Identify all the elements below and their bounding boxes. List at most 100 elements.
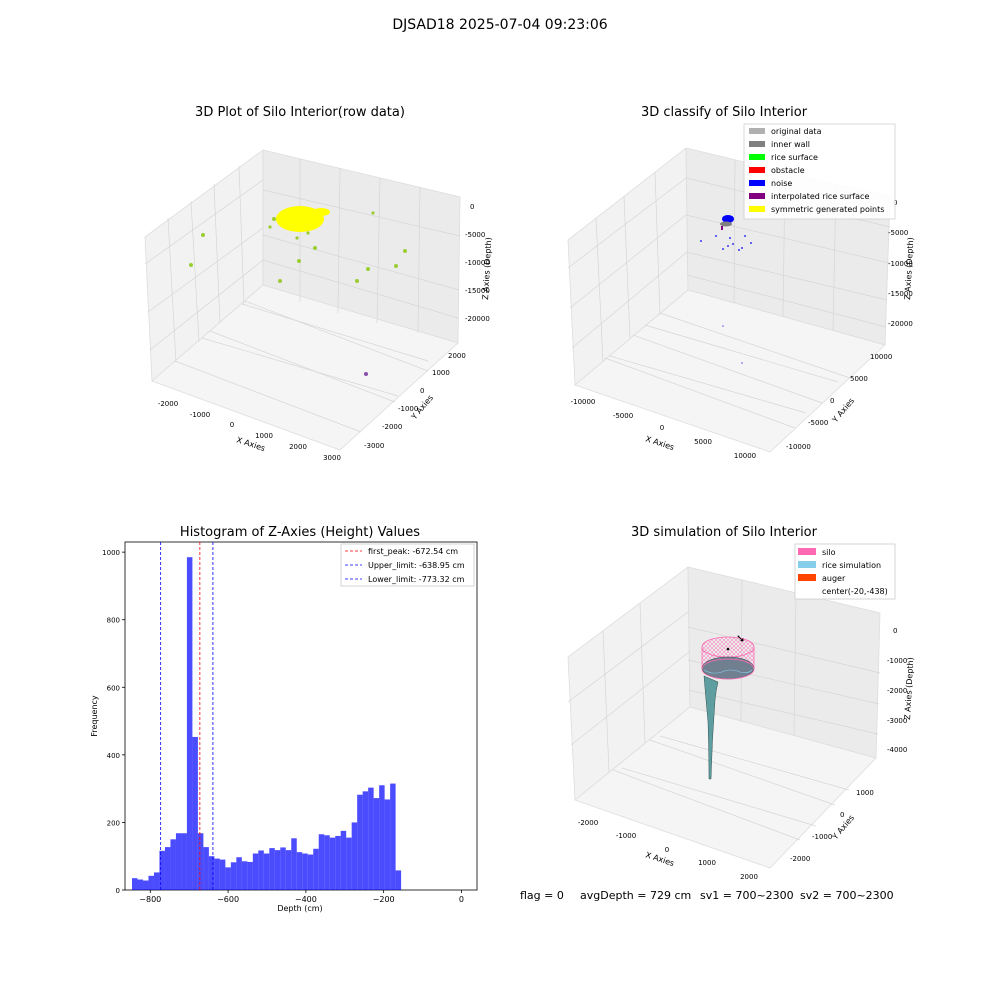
legend-swatch: [749, 180, 765, 186]
histogram-bar: [280, 847, 286, 890]
simulation-ytick: 1000: [856, 789, 874, 797]
histogram-bar: [137, 879, 143, 890]
classify-interpolated-mark: [721, 226, 723, 230]
histogram-bar: [170, 839, 176, 890]
simulation-xtick: 1000: [698, 859, 716, 867]
histogram-bar: [219, 859, 226, 890]
histogram-bar: [263, 853, 270, 890]
raw-zlabel: Z Axies (Depth): [481, 237, 493, 300]
simulation-xtick: 2000: [740, 873, 758, 881]
histogram-title: Histogram of Z-Axies (Height) Values: [180, 525, 420, 540]
classify-ztick: -10000: [888, 260, 913, 268]
classify-noise-points: [700, 235, 752, 364]
legend-label: center(-20,-438): [822, 587, 888, 596]
classify-ztick: -5000: [888, 229, 908, 237]
legend-label: interpolated rice surface: [771, 192, 869, 201]
footer-sv1: sv1 = 700~2300: [700, 889, 794, 902]
simulation-title: 3D simulation of Silo Interior: [631, 525, 818, 540]
classify-ytick: 0: [830, 397, 834, 405]
histogram-bar: [384, 799, 391, 890]
histogram-bar: [340, 830, 347, 890]
raw-ztick: -10000: [465, 259, 490, 267]
simulation-xtick: -2000: [578, 819, 598, 827]
histogram-xtick-label: −200: [373, 895, 395, 904]
classify-xtick: 5000: [694, 438, 712, 446]
histogram-bar: [214, 858, 220, 890]
histogram-bar: [197, 833, 204, 890]
histogram-bar: [324, 835, 330, 890]
histogram-bar: [258, 850, 264, 890]
histogram-bar: [373, 798, 380, 890]
histogram-bar: [379, 785, 385, 890]
footer-flag: flag = 0: [520, 889, 564, 902]
classify-ytick: 10000: [870, 353, 892, 361]
footer-sv2: sv2 = 700~2300: [800, 889, 894, 902]
histogram-bar: [285, 850, 292, 890]
histogram-panel: Histogram of Z-Axies (Height) Values −80…: [90, 525, 478, 913]
legend-swatch: [798, 574, 816, 581]
panel-raw-3d: 3D Plot of Silo Interior(row data) -2000…: [144, 105, 493, 462]
raw-ztick: -5000: [465, 231, 485, 239]
simulation-ztick: -2000: [887, 687, 907, 695]
legend-swatch: [798, 561, 816, 568]
center-marker: [726, 647, 730, 651]
histogram-bar: [291, 838, 297, 890]
raw-ytick: 2000: [448, 352, 466, 360]
histogram-bar: [362, 791, 369, 890]
histogram-yticks: 0 200 400 600 800 1000: [102, 549, 125, 895]
simulation-xlabel: X Axies: [644, 850, 675, 868]
classify-xlabel: X Axies: [644, 434, 675, 452]
histogram-bar: [368, 787, 374, 890]
histogram-bar: [142, 880, 149, 890]
raw-ztick: -15000: [465, 287, 490, 295]
legend-label: Lower_limit: -773.32 cm: [368, 575, 465, 584]
legend-label: auger: [822, 574, 846, 583]
simulation-ztick: -1000: [887, 657, 907, 665]
histogram-bar: [252, 853, 259, 890]
legend-label: obstacle: [771, 166, 805, 175]
classify-noise-cluster: [722, 215, 734, 223]
histogram-bar: [175, 833, 182, 890]
classify-title: 3D classify of Silo Interior: [641, 105, 808, 120]
histogram-xtick-label: −400: [295, 895, 317, 904]
raw-ytick: -2000: [382, 423, 402, 431]
raw-title: 3D Plot of Silo Interior(row data): [195, 105, 405, 120]
histogram-bar: [159, 850, 165, 890]
classify-ytick: -5000: [808, 419, 828, 427]
histogram-bar: [318, 834, 325, 890]
panel-classify-3d: 3D classify of Silo Interior -10000 -500…: [567, 105, 915, 460]
histogram-ytick-label: 400: [107, 752, 120, 760]
histogram-bar: [390, 783, 396, 890]
raw-scatter-point: [364, 372, 368, 376]
legend-label: rice surface: [771, 153, 818, 162]
histogram-legend: first_peak: -672.54 cm Upper_limit: -638…: [340, 543, 475, 587]
raw-ztick: 0: [470, 203, 474, 211]
histogram-bar: [296, 852, 303, 890]
histogram-bar: [357, 794, 363, 890]
classify-floor-pane: [574, 289, 886, 453]
legend-swatch: [749, 141, 765, 147]
histogram-xtick-label: −800: [139, 895, 161, 904]
legend-label: first_peak: -672.54 cm: [368, 547, 458, 556]
histogram-vlines: [160, 542, 214, 890]
legend-label: Upper_limit: -638.95 cm: [368, 561, 465, 570]
classify-xtick: -5000: [613, 412, 633, 420]
panel-simulation-3d: 3D simulation of Silo Interior -2000 -10…: [567, 525, 915, 881]
histogram-bar: [153, 872, 160, 890]
legend-swatch: [749, 154, 765, 160]
simulation-floor-pane: [574, 706, 877, 869]
histogram-bar: [351, 822, 358, 890]
histogram-bar: [269, 848, 275, 890]
classify-ytick: -10000: [786, 443, 811, 451]
raw-xtick: 0: [230, 421, 234, 429]
legend-label: inner wall: [771, 140, 810, 149]
legend-label: original data: [771, 127, 822, 136]
legend-label: symmetric generated points: [771, 205, 884, 214]
simulation-ztick: -3000: [887, 717, 907, 725]
classify-xtick: 10000: [734, 452, 756, 460]
histogram-bar: [307, 854, 314, 890]
histogram-bar: [247, 861, 253, 890]
raw-point-cloud: [312, 208, 330, 216]
raw-xtick: 2000: [289, 443, 307, 451]
histogram-ytick-label: 1000: [102, 549, 120, 557]
